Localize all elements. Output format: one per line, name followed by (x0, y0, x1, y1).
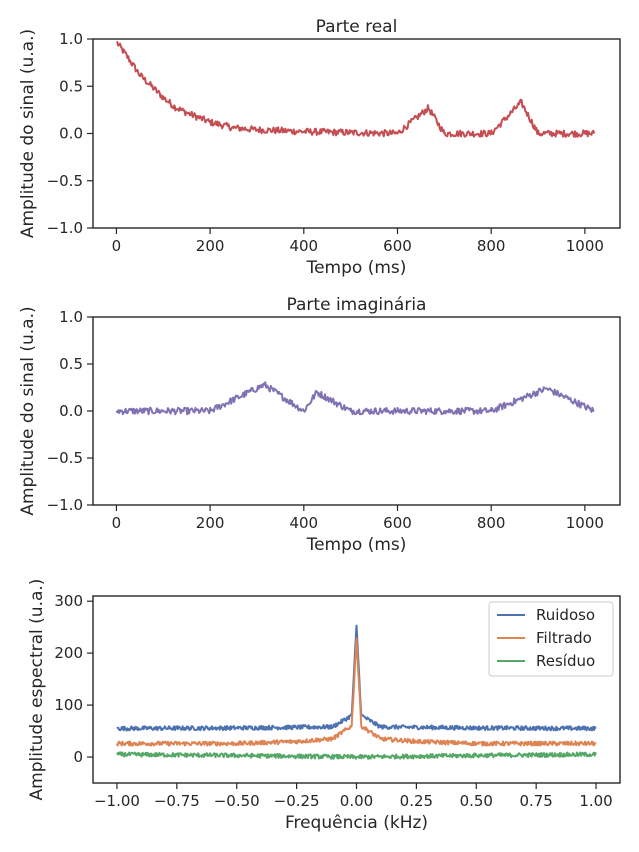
x-tick-label: −0.50 (214, 792, 260, 810)
legend-box (488, 601, 614, 677)
x-tick-label: 0 (112, 237, 122, 255)
y-tick-label: 0.5 (59, 77, 83, 95)
x-tick-label: 0.50 (460, 792, 493, 810)
x-axis-label: Tempo (ms) (306, 535, 407, 555)
y-tick-label: 1.0 (59, 308, 83, 326)
y-tick-label: 0.0 (59, 402, 83, 420)
y-tick-label: −0.5 (47, 172, 83, 190)
x-axis-label: Tempo (ms) (306, 258, 407, 278)
x-tick-label: 0.00 (340, 792, 373, 810)
series-line-1 (115, 381, 595, 416)
x-tick-label: 1000 (566, 237, 604, 255)
x-tick-label: 0.75 (519, 792, 552, 810)
y-tick-label: 1.0 (59, 30, 83, 48)
x-tick-label: −0.75 (154, 792, 200, 810)
x-tick-label: 0.25 (400, 792, 433, 810)
x-tick-label: 600 (383, 237, 412, 255)
y-tick-label: 0.0 (59, 125, 83, 143)
x-tick-label: 800 (477, 237, 506, 255)
legend-label: Resíduo (536, 652, 595, 670)
series-line-filtrado (116, 637, 597, 747)
series-line-resíduo (116, 751, 597, 760)
chart-panel-1: 0 200 400 600 800 1000 −1.0 −0.5 0.0 0.5 1.0 Parte … (18, 17, 621, 278)
chart-title: Parte imaginária (287, 295, 427, 315)
y-axis-label: Amplitude do sinal (u.a.) (18, 29, 38, 238)
y-tick-label: −1.0 (47, 496, 83, 514)
chart-panel-3: −1.00 −0.75 −0.50 −0.25 0.00 0.25 0.50 0.75 1.00… (27, 579, 621, 833)
series-line-1 (116, 40, 596, 138)
x-tick-label: −1.00 (94, 792, 140, 810)
y-tick-label: −0.5 (47, 449, 83, 467)
legend-label: Filtrado (536, 629, 592, 647)
y-tick-label: 200 (54, 644, 83, 662)
x-tick-label: 400 (289, 237, 318, 255)
x-tick-label: −0.25 (274, 792, 320, 810)
x-tick-label: 800 (477, 514, 506, 532)
x-axis-label: Frequência (kHz) (285, 813, 428, 833)
y-tick-label: 100 (54, 696, 83, 714)
chart-panel-2: 0 200 400 600 800 1000 −1.0 −0.5 0.0 0.5 1.0 Parte … (18, 295, 621, 555)
legend-label: Ruidoso (536, 606, 595, 624)
x-tick-label: 0 (112, 514, 122, 532)
series-line-ruidoso (116, 624, 597, 732)
x-tick-label: 1.00 (579, 792, 612, 810)
y-axis-label: Amplitude do sinal (u.a.) (18, 306, 38, 515)
x-tick-label: 1000 (566, 514, 604, 532)
y-tick-label: 0.5 (59, 355, 83, 373)
y-tick-label: −1.0 (47, 219, 83, 237)
x-tick-label: 200 (196, 514, 225, 532)
y-tick-label: 0 (73, 748, 83, 766)
y-axis-label: Amplitude espectral (u.a.) (27, 579, 47, 801)
chart-title: Parte real (316, 17, 398, 37)
y-tick-label: 300 (54, 592, 83, 610)
x-tick-label: 200 (196, 237, 225, 255)
legend: Ruidoso Filtrado Resíduo (488, 601, 614, 677)
x-tick-label: 400 (289, 514, 318, 532)
x-tick-label: 600 (383, 514, 412, 532)
